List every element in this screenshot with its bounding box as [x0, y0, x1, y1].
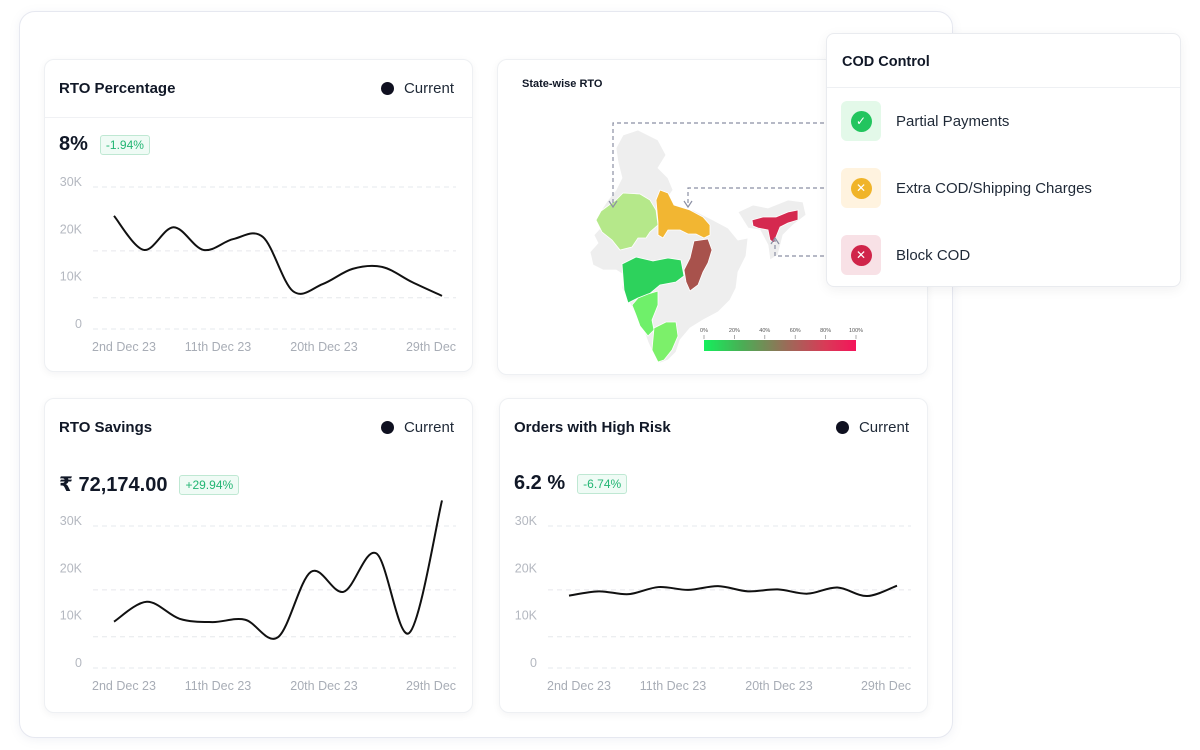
- map-region-assam: [751, 209, 799, 244]
- cod-option-extra-charges[interactable]: ✕ Extra COD/Shipping Charges: [841, 168, 1092, 208]
- x-tick-label: 29th Dec: [406, 340, 456, 354]
- x-tick-label: 2nd Dec 23: [547, 679, 611, 693]
- x-tick-label: 29th Dec: [406, 679, 456, 693]
- y-tick-label: 10K: [60, 270, 83, 284]
- connector-arrow-icon: [608, 200, 618, 209]
- scale-label: 100%: [849, 328, 863, 334]
- legend-dot-icon: [380, 421, 394, 434]
- change-badge: -1.94%: [99, 134, 150, 155]
- map-region-tamil-nadu: [651, 321, 679, 363]
- header-divider: [45, 117, 472, 118]
- legend-label: Current: [403, 80, 454, 97]
- x-tick-label: 29th Dec: [861, 679, 911, 693]
- icon-box: ✕: [841, 168, 881, 208]
- rto-percentage-card: RTO Percentage Current 8% -1.94% 30K 20K 1…: [44, 59, 473, 372]
- x-tick-label: 11th Dec 23: [185, 679, 252, 693]
- cod-control-panel: COD Control ✓ Partial Payments ✕ Extra C…: [826, 33, 1181, 287]
- legend[interactable]: Current: [380, 80, 454, 97]
- cod-option-block-cod[interactable]: ✕ Block COD: [841, 235, 970, 275]
- rto-savings-chart: 30K 20K 10K 0 2nd Dec 23 11th Dec 23 20th Dec …: [60, 500, 456, 693]
- map-title: State-wise RTO: [522, 78, 603, 90]
- legend[interactable]: Current: [380, 419, 454, 436]
- x-tick-label: 20th Dec 23: [290, 340, 357, 354]
- india-map: 0% 20% 40% 60% 80% 100%: [589, 122, 863, 364]
- scale-label: 60%: [790, 328, 801, 334]
- metric-value: ₹ 72,174.00: [59, 474, 168, 496]
- x-tick-label: 11th Dec 23: [640, 679, 707, 693]
- y-tick-label: 30K: [60, 514, 83, 528]
- rto-gradient-bar: [704, 340, 856, 351]
- x-tick-label: 11th Dec 23: [185, 340, 252, 354]
- x-tick-label: 20th Dec 23: [745, 679, 812, 693]
- check-circle-icon: ✓: [850, 110, 872, 132]
- y-tick-label: 20K: [515, 561, 538, 575]
- card-title: RTO Percentage: [59, 80, 176, 97]
- x-tick-label: 2nd Dec 23: [92, 340, 156, 354]
- series-line-current: [113, 215, 443, 297]
- rto-percentage-chart: 30K 20K 10K 0 2nd Dec 23 11th Dec 23 20th Dec …: [60, 175, 456, 354]
- cod-control-title: COD Control: [842, 54, 930, 70]
- metric-row: ₹ 72,174.00 +29.94%: [59, 472, 240, 497]
- card-title: Orders with High Risk: [514, 419, 671, 436]
- change-badge: +29.94%: [179, 474, 240, 495]
- connector-block-cod: [774, 240, 838, 257]
- y-tick-label: 20K: [60, 561, 83, 575]
- header-divider: [827, 87, 1180, 88]
- legend-label: Current: [858, 419, 909, 436]
- metric-row: 8% -1.94%: [59, 133, 150, 156]
- legend[interactable]: Current: [835, 419, 909, 436]
- icon-box: ✓: [841, 101, 881, 141]
- y-tick-label: 10K: [60, 609, 83, 623]
- y-tick-label: 0: [75, 317, 82, 331]
- metric-row: 6.2 % -6.74%: [514, 472, 628, 495]
- x-circle-icon: ✕: [850, 177, 872, 199]
- legend-dot-icon: [835, 421, 849, 434]
- series-line-current: [113, 500, 443, 640]
- y-tick-label: 30K: [60, 175, 83, 189]
- y-tick-label: 0: [530, 656, 537, 670]
- x-circle-icon: ✕: [850, 244, 872, 266]
- card-title: RTO Savings: [59, 419, 153, 436]
- cod-option-label: Partial Payments: [896, 112, 1010, 130]
- x-tick-label: 2nd Dec 23: [92, 679, 156, 693]
- metric-value: 6.2 %: [514, 472, 566, 494]
- connector-arrow-icon: [770, 236, 780, 245]
- y-tick-label: 0: [75, 656, 82, 670]
- map-region-rajasthan: [595, 192, 659, 251]
- rto-savings-card: RTO Savings Current ₹ 72,174.00 +29.94% …: [44, 398, 473, 713]
- high-risk-orders-card: Orders with High Risk Current 6.2 % -6.7…: [499, 398, 928, 713]
- cod-option-label: Extra COD/Shipping Charges: [896, 179, 1092, 197]
- cod-option-partial-payments[interactable]: ✓ Partial Payments: [841, 101, 1009, 141]
- legend-dot-icon: [380, 82, 394, 95]
- change-badge: -6.74%: [577, 473, 628, 494]
- y-tick-label: 10K: [515, 609, 538, 623]
- cod-option-label: Block COD: [896, 246, 971, 264]
- icon-box: ✕: [841, 235, 881, 275]
- map-region-chhattisgarh: [683, 238, 713, 292]
- scale-label: 40%: [759, 328, 770, 334]
- map-region-maharashtra: [621, 256, 685, 304]
- scale-label: 0%: [700, 328, 708, 334]
- series-line-current: [568, 584, 898, 598]
- map-region-uttar-pradesh: [655, 189, 711, 239]
- legend-label: Current: [403, 419, 454, 436]
- connector-partial-payments: [612, 122, 838, 205]
- connector-arrow-icon: [683, 200, 693, 209]
- scale-label: 80%: [820, 328, 831, 334]
- connector-extra-charges: [687, 187, 838, 205]
- y-tick-label: 20K: [60, 222, 83, 236]
- scale-label: 20%: [729, 328, 740, 334]
- rto-scale-ticks: 0% 20% 40% 60% 80% 100%: [700, 328, 863, 339]
- y-tick-label: 30K: [515, 514, 538, 528]
- high-risk-chart: 30K 20K 10K 0 2nd Dec 23 11th Dec 23 20th Dec …: [515, 514, 911, 693]
- x-tick-label: 20th Dec 23: [290, 679, 357, 693]
- metric-value: 8%: [59, 133, 88, 155]
